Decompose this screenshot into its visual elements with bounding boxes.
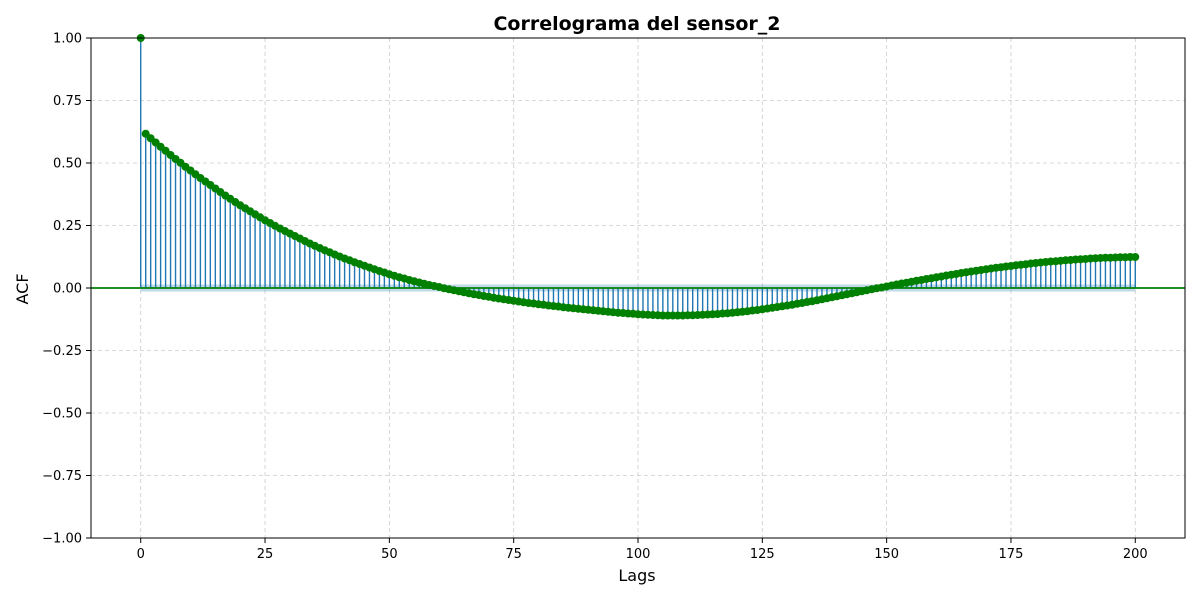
- y-tick-label: 0.75: [53, 94, 82, 109]
- y-ticks: −1.00 −0.75 −0.50 −0.25 0.00 0.25 0.50 0.75 1.00: [42, 32, 91, 547]
- x-tick-label: 50: [381, 547, 398, 562]
- acf-stems: [140, 38, 1136, 316]
- x-tick-label: 125: [750, 547, 775, 562]
- y-tick-label: 1.00: [53, 32, 82, 47]
- y-tick-label: −1.00: [42, 532, 82, 547]
- acf-point: [1131, 253, 1140, 261]
- y-tick-label: −0.50: [42, 407, 82, 422]
- y-tick-label: −0.25: [42, 344, 82, 359]
- chart-title: Correlograma del sensor_2: [493, 13, 780, 35]
- y-tick-label: 0.25: [53, 219, 82, 234]
- y-tick-label: 0.00: [53, 282, 82, 297]
- acf-markers: [136, 34, 1140, 320]
- x-tick-label: 150: [874, 547, 899, 562]
- x-tick-label: 25: [257, 547, 274, 562]
- y-tick-label: 0.50: [53, 157, 82, 172]
- y-tick-label: −0.75: [42, 469, 82, 484]
- x-tick-label: 75: [505, 547, 522, 562]
- x-tick-label: 175: [999, 547, 1024, 562]
- x-ticks: 0 25 50 75 100 125 150 175 200: [137, 538, 1148, 562]
- x-tick-label: 0: [137, 547, 145, 562]
- y-axis-label: ACF: [13, 273, 32, 304]
- x-tick-label: 100: [626, 547, 651, 562]
- x-tick-label: 200: [1123, 547, 1148, 562]
- x-axis-label: Lags: [618, 566, 655, 585]
